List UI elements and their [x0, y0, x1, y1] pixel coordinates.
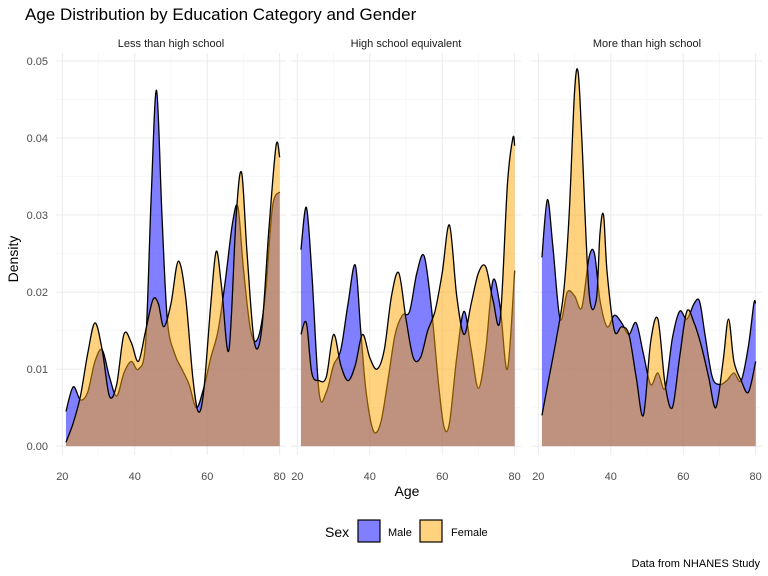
- x-tick-label: 20: [291, 471, 303, 483]
- density-line-female: [300, 135, 516, 383]
- legend-label-female: Female: [451, 527, 488, 539]
- density-area-female: [541, 68, 756, 447]
- y-tick-label: 0.03: [27, 210, 48, 222]
- x-tick-label: 20: [56, 471, 68, 483]
- x-tick-label: 80: [750, 471, 762, 483]
- x-tick-label: 40: [605, 471, 617, 483]
- x-tick-label: 20: [532, 471, 544, 483]
- y-axis-title: Density: [5, 236, 21, 283]
- x-axis-title: Age: [395, 483, 420, 499]
- y-tick-label: 0.01: [27, 364, 48, 376]
- x-tick-label: 80: [274, 471, 286, 483]
- legend-swatch-male: [357, 519, 381, 543]
- facet-panel-1: Less than high school 20 40 60 80: [56, 38, 286, 483]
- y-tick-label: 0.04: [27, 133, 48, 145]
- facet-label: High school equivalent: [351, 38, 462, 50]
- facet-label: More than high school: [593, 38, 701, 50]
- chart-title: Age Distribution by Education Category a…: [25, 5, 417, 24]
- legend-label-male: Male: [388, 527, 412, 539]
- legend-swatch-female: [419, 519, 443, 543]
- x-tick-label: 60: [677, 471, 689, 483]
- x-tick-label: 80: [509, 471, 521, 483]
- x-tick-label: 60: [436, 471, 448, 483]
- facet-label: Less than high school: [118, 38, 224, 50]
- caption: Data from NHANES Study: [632, 558, 761, 570]
- legend: Sex Male Female: [325, 519, 488, 543]
- density-area-female: [300, 136, 515, 447]
- y-tick-label: 0.02: [27, 287, 48, 299]
- legend-title: Sex: [325, 524, 349, 540]
- x-tick-label: 40: [364, 471, 376, 483]
- density-line-female: [65, 141, 281, 443]
- y-tick-label: 0.00: [27, 441, 48, 453]
- y-tick-label: 0.05: [27, 56, 48, 68]
- x-tick-label: 40: [129, 471, 141, 483]
- density-line-female: [541, 68, 757, 417]
- facet-panel-2: High school equivalent 20 40 60 80: [291, 38, 521, 483]
- x-tick-label: 60: [201, 471, 213, 483]
- facet-panel-3: More than high school 20 40 60 80: [532, 38, 762, 483]
